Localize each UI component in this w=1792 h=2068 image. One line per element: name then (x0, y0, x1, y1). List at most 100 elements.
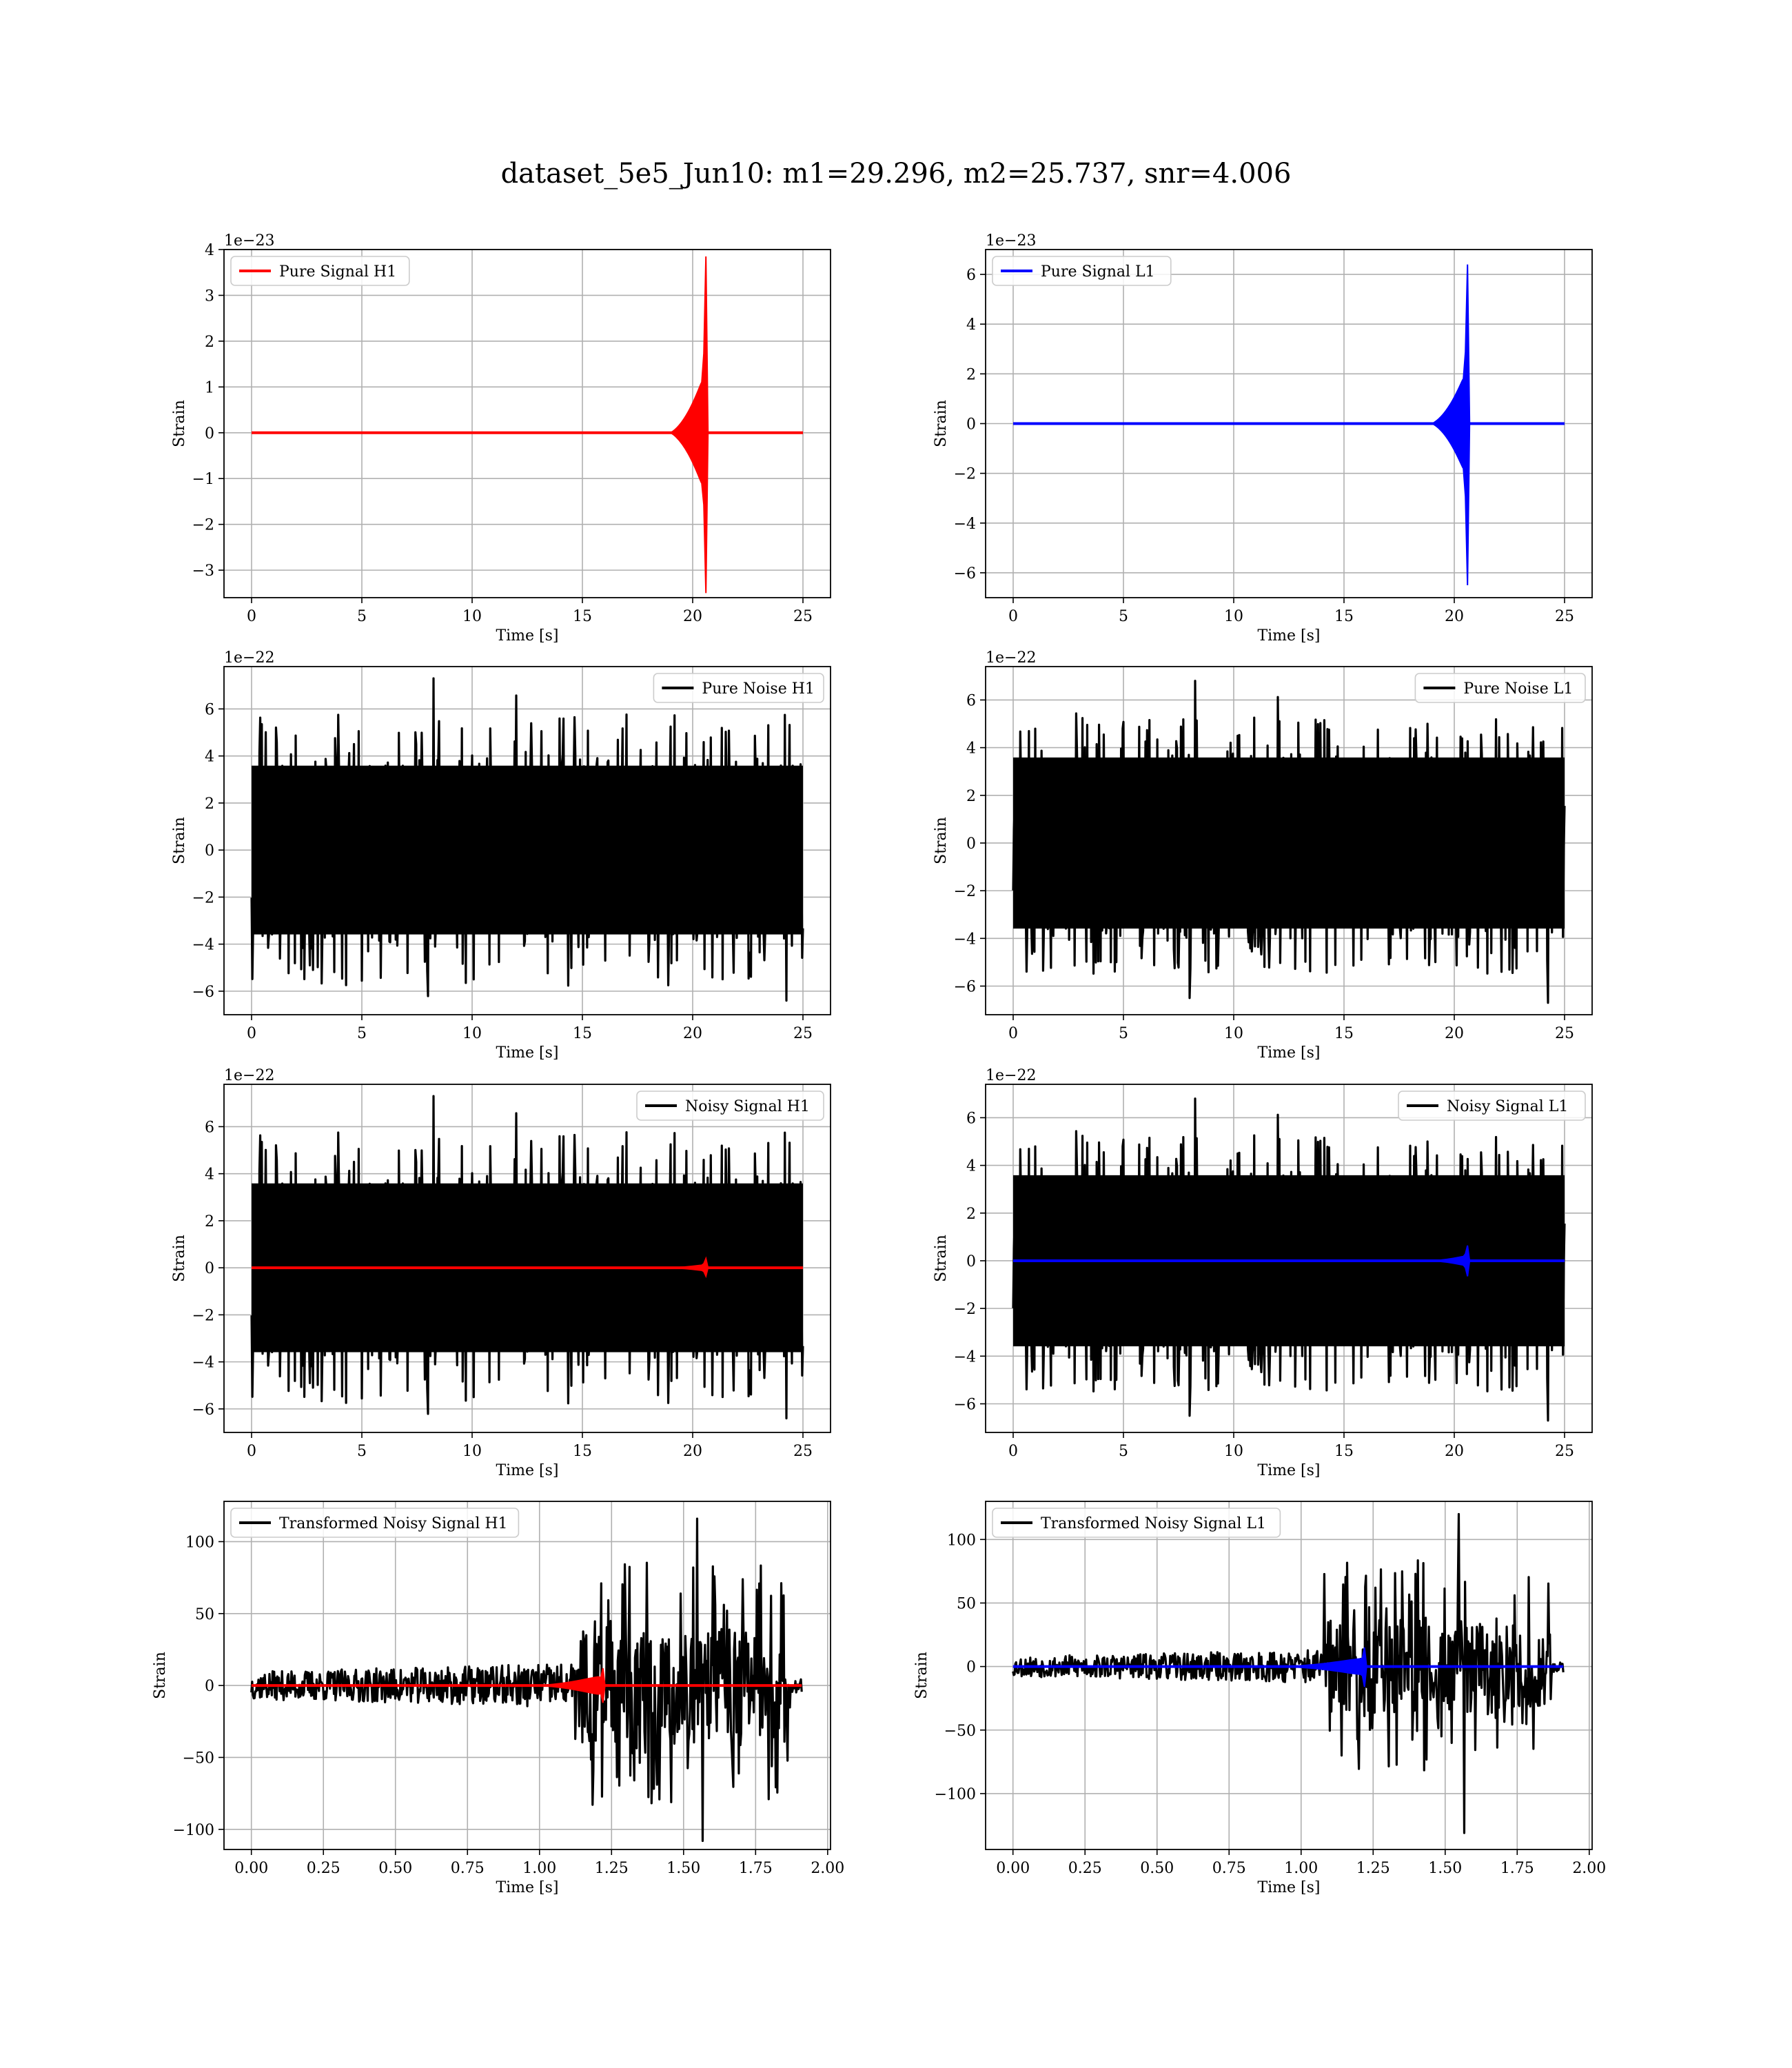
x-tick-label: 20 (1445, 608, 1464, 625)
y-tick-label: 0 (205, 842, 214, 860)
y-tick-label: −50 (944, 1723, 976, 1740)
x-tick-label: 1.25 (595, 1860, 629, 1877)
legend-box (636, 1091, 824, 1121)
chart-pure-noise-h1: 0 5 10 15 20 25 −6 −4 −2 0 2 4 6 Time [s] Strain 1e−22 P… (171, 649, 831, 1062)
chart-transformed-noisy-signal-h1: 0.00 0.25 0.50 0.75 1.00 1.25 1.50 1.75 2.00 −100… (152, 1501, 844, 1896)
y-tick-label: 4 (966, 316, 976, 334)
y-tick-label: 2 (966, 1206, 976, 1223)
legend-box (1398, 1091, 1586, 1121)
axes-frame (223, 1501, 831, 1850)
y-tick-label: −6 (954, 1396, 976, 1413)
legend-box (992, 1508, 1281, 1538)
y-tick-label: −2 (192, 1307, 214, 1324)
x-tick-label: 0.00 (996, 1860, 1030, 1877)
legend-box (992, 256, 1172, 286)
x-tick-label: 0.75 (451, 1860, 485, 1877)
y-tick-label: 0 (205, 1678, 214, 1695)
y-tick-label: 0 (966, 835, 976, 853)
y-tick-label: 4 (966, 1158, 976, 1175)
y-tick-label: −4 (192, 937, 214, 954)
y-tick-label: 0 (966, 1659, 976, 1676)
y-tick-label: −4 (954, 931, 976, 948)
chart-noisy-signal-h1: 0 5 10 15 20 25 −6 −4 −2 0 2 4 6 Time [s] Strain 1e−22 N… (171, 1067, 831, 1479)
y-tick-label: −100 (173, 1822, 214, 1839)
y-axis-label: Strain (171, 1235, 188, 1282)
y-tick-label: 3 (205, 287, 214, 305)
x-tick-label: 15 (1334, 1025, 1354, 1042)
y-tick-label: 2 (966, 366, 976, 383)
legend-label: Pure Signal L1 (1041, 263, 1155, 281)
series-pure-signal-h1 (669, 256, 709, 594)
x-tick-label: 5 (357, 1025, 367, 1042)
plot-area (252, 256, 803, 594)
legend-box (1414, 673, 1586, 703)
x-tick-label: 25 (1555, 1025, 1574, 1042)
x-axis-label: Time [s] (496, 1462, 558, 1479)
x-tick-label: 0 (247, 1443, 256, 1460)
x-tick-label: 5 (357, 608, 367, 625)
axes-frame (985, 666, 1593, 1015)
x-tick-label: 25 (793, 1443, 813, 1460)
offset-label: 1e−22 (986, 649, 1036, 667)
y-axis-label: Strain (933, 1235, 950, 1282)
y-tick-label: −100 (935, 1786, 976, 1803)
y-tick-label: 4 (966, 740, 976, 758)
y-tick-label: 2 (205, 795, 214, 813)
x-axis-label: Time [s] (1257, 1879, 1320, 1896)
x-tick-label: 10 (1224, 1025, 1243, 1042)
y-tick-label: 2 (205, 334, 214, 351)
x-tick-label: 5 (1119, 1443, 1128, 1460)
plot-area (250, 677, 804, 1002)
x-tick-label: 15 (1334, 1443, 1354, 1460)
series-transformed-noisy-signal-l1-overlay (1286, 1647, 1367, 1687)
y-tick-label: 6 (966, 1110, 976, 1127)
chart-pure-signal-l1: 0 5 10 15 20 25 −6 −4 −2 0 2 4 6 Time [s] Strain 1e−23 P… (933, 232, 1593, 645)
legend-label: Noisy Signal H1 (685, 1098, 810, 1115)
x-axis-label: Time [s] (1257, 627, 1320, 645)
y-axis-label: Strain (933, 400, 950, 447)
offset-label: 1e−22 (224, 649, 274, 667)
y-tick-label: 0 (966, 416, 976, 434)
legend-label: Pure Noise H1 (702, 680, 815, 698)
x-tick-label: 5 (1119, 1025, 1128, 1042)
y-tick-label: −6 (954, 565, 976, 582)
axes-frame (223, 1084, 831, 1433)
series-transformed-noisy-signal-h1-overlay (539, 1667, 606, 1703)
y-tick-label: 4 (205, 749, 214, 766)
x-tick-label: 25 (1555, 608, 1574, 625)
y-tick-label: 1 (205, 379, 214, 396)
y-axis-label: Strain (171, 817, 188, 864)
x-tick-label: 0.25 (307, 1860, 340, 1877)
series-noisy-signal-l1-overlay (1432, 1245, 1471, 1277)
legend-box (230, 1508, 520, 1538)
plot-area (1012, 680, 1566, 1004)
y-tick-label: −4 (192, 1355, 214, 1372)
y-tick-label: −6 (192, 984, 214, 1001)
y-tick-label: 6 (205, 1119, 214, 1136)
plot-area (250, 1517, 803, 1843)
y-axis-label: Strain (152, 1652, 169, 1699)
y-tick-label: 100 (947, 1532, 976, 1549)
x-tick-label: 25 (1555, 1443, 1574, 1460)
x-axis-label: Time [s] (496, 1879, 558, 1896)
y-tick-label: −4 (954, 1348, 976, 1366)
y-tick-label: 6 (205, 701, 214, 718)
y-tick-label: −6 (954, 978, 976, 995)
series-pure-signal-l1 (1430, 264, 1471, 585)
axes-frame (223, 249, 831, 598)
y-tick-label: 2 (966, 788, 976, 805)
x-tick-label: 0 (1008, 1025, 1018, 1042)
series-transformed-noisy-signal-l1 (1012, 1512, 1565, 1834)
x-tick-label: 25 (793, 608, 813, 625)
x-tick-label: 0 (1008, 1443, 1018, 1460)
plot-area (1012, 1512, 1565, 1834)
x-axis-label: Time [s] (1257, 1044, 1320, 1062)
legend-label: Pure Noise L1 (1463, 680, 1573, 698)
y-tick-label: −1 (192, 471, 214, 488)
x-tick-label: 1.00 (1284, 1860, 1318, 1877)
x-tick-label: 1.75 (739, 1860, 773, 1877)
x-tick-label: 15 (573, 608, 592, 625)
x-tick-label: 5 (357, 1443, 367, 1460)
chart-transformed-noisy-signal-l1: 0.00 0.25 0.50 0.75 1.00 1.25 1.50 1.75 2.00 −100… (913, 1501, 1606, 1896)
